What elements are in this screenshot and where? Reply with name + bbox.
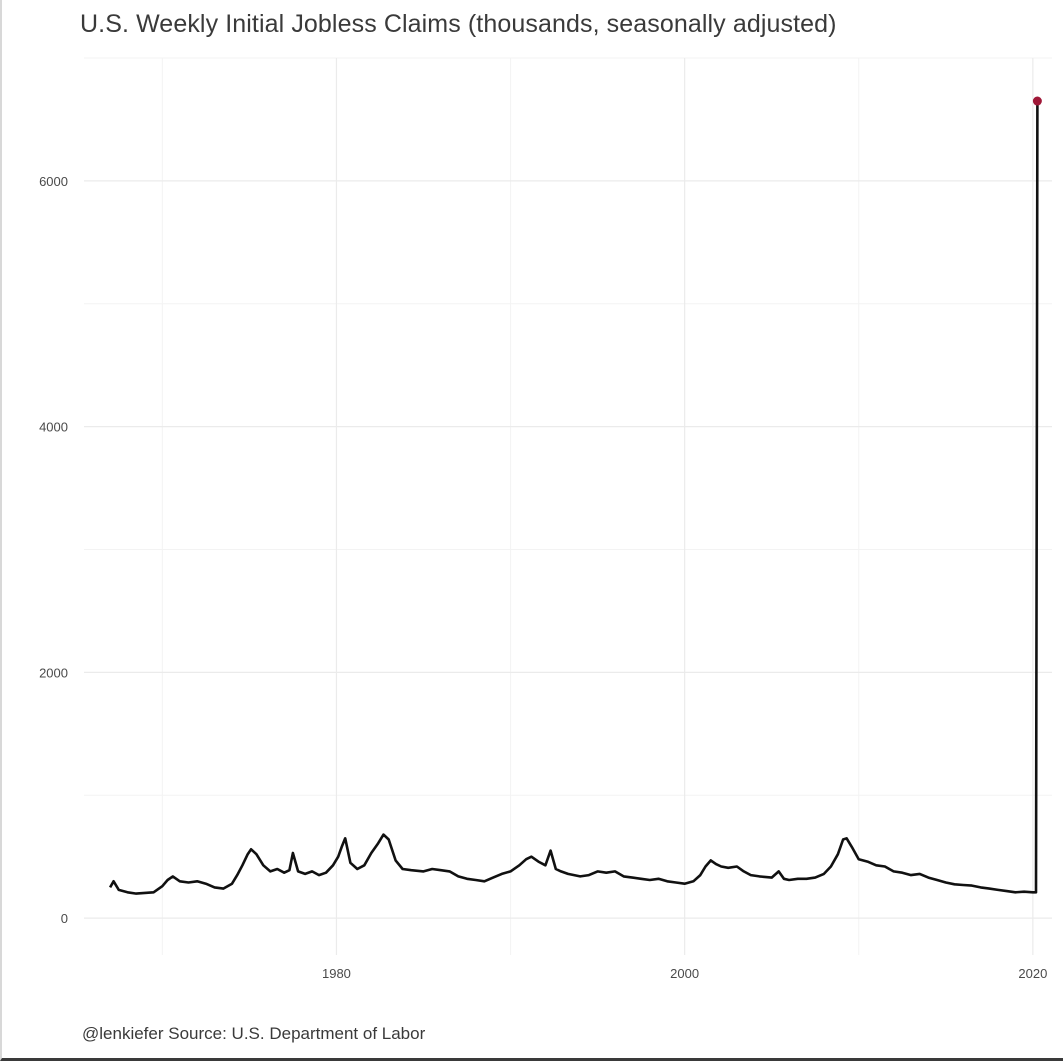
chart-title: U.S. Weekly Initial Jobless Claims (thou… — [80, 10, 837, 38]
series-line — [108, 100, 1039, 895]
x-tick-label: 2020 — [1018, 966, 1047, 981]
chart-caption: @lenkiefer Source: U.S. Department of La… — [82, 1024, 426, 1043]
y-tick-label: 2000 — [39, 665, 68, 680]
y-tick-label: 6000 — [39, 174, 68, 189]
latest-point-marker — [1032, 96, 1042, 106]
x-tick-label: 2000 — [670, 966, 699, 981]
axis-labels: 0 2000 4000 6000 1980 2000 2020 — [39, 174, 1047, 981]
series-layer — [108, 96, 1042, 895]
x-tick-label: 1980 — [322, 966, 351, 981]
grid-layer — [84, 57, 1052, 955]
y-tick-label: 4000 — [39, 420, 68, 435]
y-tick-label: 0 — [61, 911, 68, 926]
